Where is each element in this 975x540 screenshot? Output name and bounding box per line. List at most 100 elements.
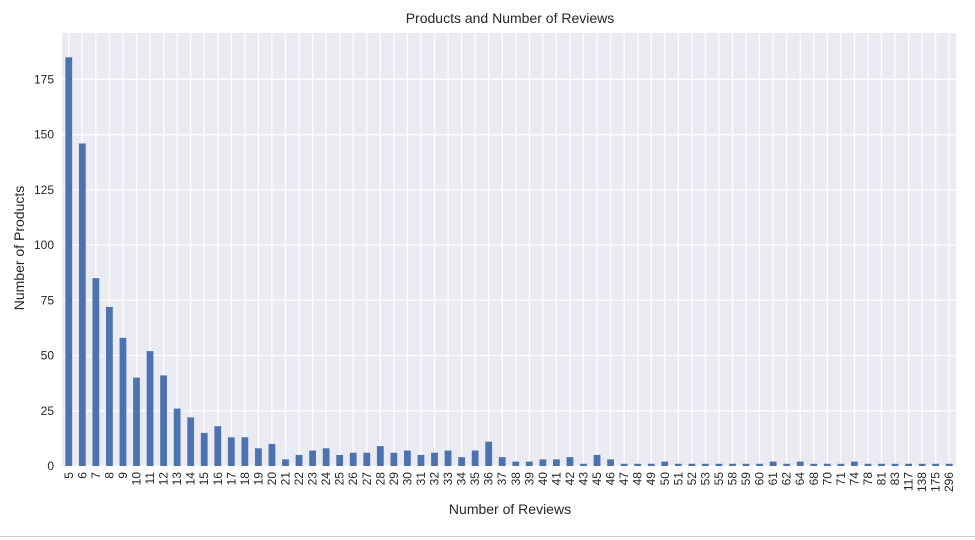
x-tick-label: 31 — [414, 472, 428, 486]
x-tick-label: 15 — [197, 472, 211, 486]
bar — [295, 454, 303, 466]
bar — [823, 463, 831, 466]
bar — [78, 143, 86, 467]
x-tick-label: 175 — [929, 472, 943, 492]
x-tick-label: 55 — [712, 472, 726, 486]
bar — [106, 306, 113, 466]
bar — [634, 463, 642, 466]
bar — [119, 337, 127, 466]
bar — [444, 450, 452, 466]
y-axis-ticks: 0 25 50 75 100 125 150 175 — [34, 72, 54, 473]
bar — [322, 448, 330, 466]
y-tick-label: 75 — [41, 293, 55, 307]
x-tick-label: 34 — [455, 472, 469, 486]
x-tick-label: 19 — [251, 472, 265, 486]
x-tick-label: 53 — [698, 472, 712, 486]
bar — [146, 351, 154, 466]
bar — [539, 459, 547, 466]
bar — [729, 463, 736, 466]
y-tick-label: 175 — [34, 72, 54, 86]
x-tick-label: 8 — [102, 472, 116, 479]
bar — [837, 463, 845, 466]
bar — [498, 457, 506, 466]
x-tick-label: 5 — [62, 472, 76, 479]
bar — [756, 463, 763, 466]
y-tick-label: 50 — [41, 349, 55, 363]
x-tick-label: 59 — [739, 472, 753, 486]
bar — [566, 457, 574, 466]
bar — [404, 450, 411, 466]
bar — [715, 463, 723, 466]
bar — [173, 408, 181, 466]
bar — [674, 463, 682, 466]
x-tick-label: 14 — [184, 472, 198, 486]
bar — [607, 459, 614, 466]
x-tick-label: 12 — [157, 472, 171, 486]
y-tick-label: 150 — [34, 128, 54, 142]
x-tick-label: 70 — [820, 472, 834, 486]
bar — [918, 463, 926, 466]
bar — [525, 461, 533, 466]
bar — [227, 437, 235, 466]
y-axis-label: Number of Products — [11, 186, 27, 311]
bottom-divider — [0, 536, 975, 537]
bar — [336, 454, 344, 466]
x-tick-label: 10 — [130, 472, 144, 486]
bar — [390, 452, 398, 466]
bar — [282, 459, 289, 466]
bar — [417, 454, 425, 466]
x-tick-label: 16 — [211, 472, 225, 486]
x-tick-label: 47 — [617, 472, 631, 486]
y-tick-label: 0 — [47, 459, 54, 473]
bar — [431, 452, 438, 466]
bar — [458, 457, 465, 466]
bar — [471, 450, 479, 466]
x-tick-label: 7 — [89, 472, 103, 479]
x-tick-label: 64 — [793, 472, 807, 486]
x-tick-label: 117 — [902, 472, 916, 491]
x-tick-label: 50 — [658, 472, 672, 486]
bars — [65, 57, 953, 467]
bar — [810, 463, 818, 466]
bar — [485, 441, 493, 466]
bar — [688, 463, 696, 466]
bar — [932, 463, 940, 466]
bar — [647, 463, 655, 466]
x-tick-label: 51 — [671, 472, 685, 486]
x-tick-label: 35 — [468, 472, 482, 486]
bar — [878, 463, 885, 466]
bar — [620, 463, 628, 466]
bar — [133, 377, 140, 466]
x-tick-label: 71 — [834, 472, 848, 486]
x-tick-label: 22 — [292, 472, 306, 486]
bar — [214, 426, 222, 466]
bar — [92, 278, 100, 466]
chart-title: Products and Number of Reviews — [406, 10, 615, 26]
bar — [661, 461, 669, 466]
x-tick-label: 43 — [577, 472, 591, 486]
x-tick-label: 24 — [319, 472, 333, 486]
bar — [891, 463, 899, 466]
x-tick-label: 138 — [915, 472, 929, 492]
x-tick-label: 60 — [753, 472, 767, 486]
y-tick-label: 25 — [41, 404, 55, 418]
x-tick-label: 61 — [766, 472, 780, 486]
bar — [742, 463, 750, 466]
x-tick-label: 21 — [279, 472, 293, 486]
x-tick-label: 74 — [847, 472, 861, 486]
x-tick-label: 48 — [631, 472, 645, 486]
x-tick-label: 6 — [75, 472, 89, 479]
bar — [945, 463, 953, 466]
x-tick-label: 83 — [888, 472, 902, 486]
plot-area — [62, 33, 956, 466]
x-tick-label: 25 — [333, 472, 347, 486]
x-tick-label: 38 — [509, 472, 523, 486]
bar — [363, 452, 371, 466]
x-tick-label: 33 — [441, 472, 455, 486]
x-tick-label: 78 — [861, 472, 875, 486]
x-tick-label: 28 — [373, 472, 387, 486]
bar — [349, 452, 357, 466]
x-tick-label: 13 — [170, 472, 184, 486]
bar — [268, 443, 276, 466]
bar — [200, 432, 208, 466]
